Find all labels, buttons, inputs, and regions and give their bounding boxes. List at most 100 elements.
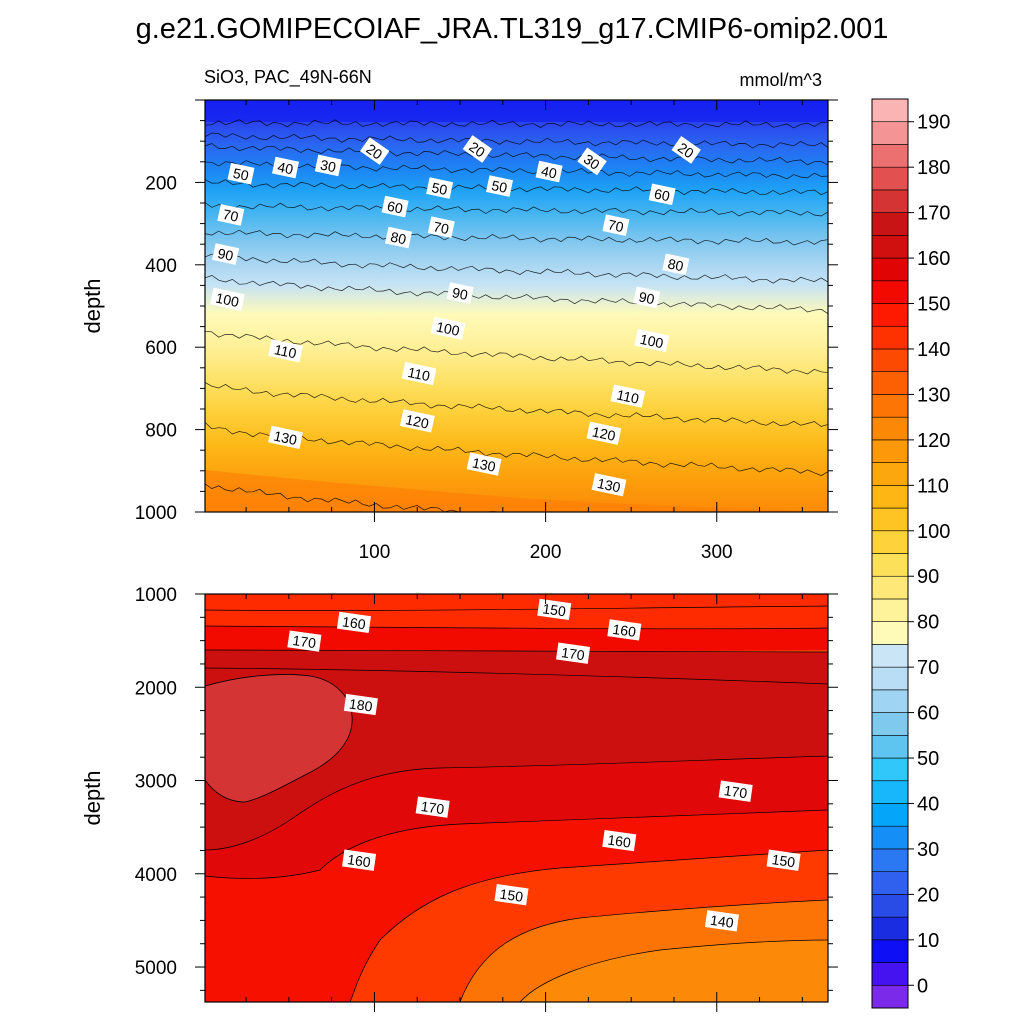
contour-label-text: 70: [221, 206, 240, 225]
colorbar-swatch: [871, 894, 909, 918]
contour-label: 150: [537, 598, 572, 621]
contour-label: 40: [535, 160, 563, 183]
lower-band-red-high: [205, 626, 828, 651]
contour-label: 20: [359, 137, 390, 165]
contour-label: 70: [602, 214, 630, 237]
contour-label-text: 110: [406, 364, 431, 384]
colorbar-label: 160: [917, 248, 950, 270]
contour-label-box: [415, 796, 450, 818]
contour-label-box: [217, 204, 245, 226]
contour-line-60: [204, 179, 829, 196]
lower-band-orange-red: [350, 850, 828, 1002]
colorbar-label: 190: [917, 112, 950, 134]
colorbar-swatch: [871, 280, 909, 304]
contour-label-box: [634, 328, 670, 353]
colorbar-label: 150: [917, 294, 950, 316]
contour-label: 130: [268, 425, 303, 449]
colorbar-swatch: [871, 689, 909, 713]
colorbar-swatch: [871, 871, 909, 895]
contour-label: 30: [314, 154, 342, 177]
lower-y-tick-label: 1000: [135, 585, 177, 606]
contour-label-box: [314, 154, 342, 177]
contour-label-text: 120: [591, 423, 617, 444]
colorbar-label: 120: [917, 430, 950, 452]
contour-label: 170: [287, 630, 322, 652]
lower-y-tick-label: 5000: [135, 958, 177, 979]
contour-label-text: 150: [542, 600, 568, 619]
contour-label: 100: [634, 328, 670, 353]
lower-band-red-top: [205, 594, 828, 629]
contour-label-text: 170: [560, 644, 586, 663]
contour-line-90: [204, 253, 829, 284]
colorbar-label: 40: [917, 793, 939, 815]
contour-label: 180: [343, 693, 378, 716]
contour-line-110: [204, 330, 829, 375]
contour-label-box: [268, 425, 303, 449]
contour-label-box: [485, 175, 514, 197]
contour-label: 70: [217, 204, 245, 226]
contour-label: 40: [271, 156, 300, 179]
contour-line-30: [204, 132, 829, 149]
colorbar-swatch: [871, 734, 909, 759]
colorbar-swatch: [871, 916, 909, 941]
colorbar-swatch: [871, 121, 909, 145]
contour-label: 80: [662, 253, 690, 276]
contour-line-50: [204, 160, 829, 180]
contour-label-box: [359, 137, 390, 165]
contour-label: 110: [401, 361, 437, 386]
contour-label-text: 100: [639, 331, 665, 352]
contour-label-box: [648, 183, 676, 206]
contour-label: 30: [577, 147, 607, 176]
contour-label: 160: [602, 829, 637, 852]
colorbar-label: 140: [917, 339, 950, 361]
contour-label-box: [556, 642, 591, 664]
contour-label-box: [399, 409, 435, 433]
contour-label-box: [212, 243, 240, 265]
contour-label: 110: [610, 384, 646, 408]
contour-label-box: [586, 421, 622, 445]
contour-label: 100: [209, 287, 245, 311]
upper-left-title: SiO3, PAC_49N-66N: [204, 67, 372, 88]
upper-y-tick-label: 1000: [135, 503, 177, 524]
contour-label-text: 30: [319, 156, 338, 175]
colorbar: 0 10 20 30 40 50 60 70 80 90 100 110 120 130 140 150 160…: [871, 98, 950, 1009]
colorbar-swatch: [871, 530, 909, 554]
contour-label: 50: [227, 162, 255, 185]
contour-label: 170: [556, 642, 591, 664]
colorbar-swatch: [871, 962, 909, 986]
contour-label-box: [671, 136, 701, 164]
upper-y-tick-label: 600: [145, 338, 177, 359]
contour-label-text: 160: [346, 851, 372, 870]
contour-label-box: [718, 780, 753, 802]
upper-y-tick-label: 200: [145, 173, 177, 194]
contour-label: 160: [607, 619, 642, 641]
lower-contour-labels: 150 160 160 170 170 180 170 170 160 160 150 150 140: [287, 598, 801, 932]
contour-label: 150: [494, 884, 529, 906]
contour-label-text: 60: [386, 198, 405, 217]
upper-x-tick-label: 200: [530, 542, 562, 563]
colorbar-swatch: [871, 644, 909, 668]
upper-y-tick-label: 800: [145, 421, 177, 442]
contour-label: 60: [648, 183, 676, 206]
contour-label-text: 50: [490, 177, 509, 196]
figure-title: g.e21.GOMIPECOIAF_JRA.TL319_g17.CMIP6-om…: [136, 13, 889, 45]
lower-contour-line: [204, 667, 829, 685]
lower-y-tick-label: 3000: [135, 772, 177, 793]
upper-deep-band: [205, 470, 828, 512]
colorbar-swatch: [871, 439, 909, 463]
upper-contours: [204, 119, 829, 513]
colorbar-swatch: [871, 98, 909, 123]
contour-label: 130: [466, 452, 502, 476]
contour-label-box: [602, 829, 637, 852]
colorbar-swatch: [871, 189, 909, 213]
colorbar-swatch: [871, 507, 909, 532]
colorbar-swatch: [871, 712, 909, 736]
upper-panel: SiO3, PAC_49N-66N mmol/m^3 20 20 20 30 30 40 4…: [80, 67, 838, 563]
contour-label-text: 150: [771, 851, 797, 870]
contour-label: 20: [671, 136, 701, 164]
contour-label-box: [535, 160, 563, 183]
contour-label-box: [607, 619, 642, 641]
upper-axis-ticks: 100 200 300 200 400 600 800 1000: [135, 99, 838, 563]
contour-label-text: 150: [499, 886, 525, 905]
colorbar-swatch: [871, 757, 909, 782]
